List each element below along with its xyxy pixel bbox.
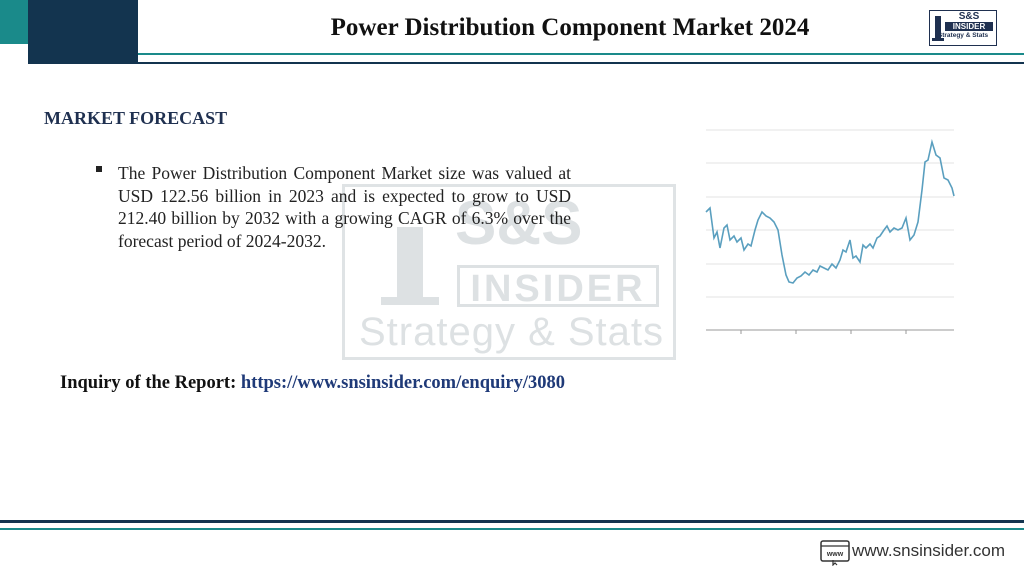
logo-text: S&S <box>958 11 980 22</box>
inquiry-label: Inquiry of the Report: <box>60 373 237 393</box>
footer-rule <box>0 520 1024 523</box>
header-accent <box>0 0 28 44</box>
watermark: S&S INSIDER Strategy & Stats <box>342 184 676 360</box>
watermark-icon <box>381 227 439 305</box>
watermark-text: INSIDER <box>457 265 659 310</box>
bullet-marker <box>96 166 102 172</box>
logo-text: INSIDER <box>945 22 993 31</box>
footer-icon: www <box>820 540 850 566</box>
header-rule <box>138 53 1024 55</box>
header-block <box>28 0 138 64</box>
footer-website: www.snsinsider.com <box>852 541 1006 560</box>
logo-text: Strategy & Stats <box>937 32 989 39</box>
section-heading: MARKET FORECAST <box>44 108 228 128</box>
bullet-text: The Power Distribution Component Market … <box>118 163 571 251</box>
footer-icon-text: www <box>826 551 844 558</box>
slide-title: Power Distribution Component Market 2024 <box>330 14 810 41</box>
chart-image <box>705 129 955 334</box>
logo-icon <box>932 16 944 41</box>
logo: S&S INSIDER Strategy & Stats <box>929 10 997 46</box>
header-rule <box>138 62 1024 64</box>
watermark-text: S&S <box>455 189 583 258</box>
inquiry: Inquiry of the Report: https://www.snsin… <box>60 373 565 394</box>
watermark-text: Strategy & Stats <box>359 310 665 354</box>
footer-rule <box>0 528 1024 530</box>
inquiry-link[interactable]: https://www.snsinsider.com/enquiry/3080 <box>240 373 566 393</box>
